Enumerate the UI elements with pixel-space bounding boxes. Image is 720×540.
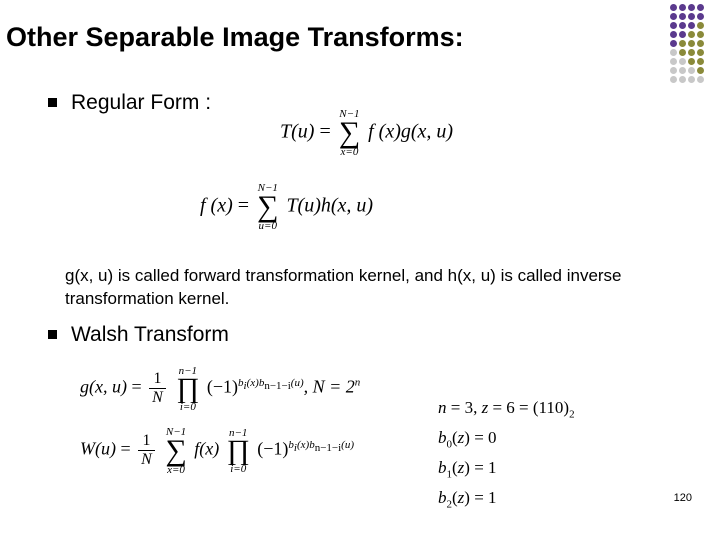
example-b2: b2(z) = 1 (438, 488, 497, 510)
bullet-icon (48, 330, 57, 339)
example-b1: b1(z) = 1 (438, 458, 497, 480)
equation-inverse: f (x) = N−1∑u=0 T(u)h(x, u) (200, 192, 373, 222)
equation-forward: T(u) = N−1∑x=0 f (x)g(x, u) (280, 118, 453, 148)
bullet-label: Regular Form : (71, 91, 211, 115)
corner-dots (670, 4, 704, 85)
bullet-regular-form: Regular Form : (0, 91, 720, 115)
kernel-description: g(x, u) is called forward transformation… (0, 265, 720, 311)
bullet-walsh: Walsh Transform (0, 323, 720, 347)
example-b0: b0(z) = 0 (438, 428, 497, 450)
page-number: 120 (674, 492, 692, 504)
bullet-label: Walsh Transform (71, 323, 229, 347)
page-title: Other Separable Image Transforms: (0, 0, 720, 53)
example-n-z: n = 3, z = 6 = (110)2 (438, 398, 575, 420)
bullet-icon (48, 98, 57, 107)
equation-g: g(x, u) = 1N n−1∏i=0 (−1)bi(x)bn−1−i(u),… (80, 370, 360, 407)
equation-w: W(u) = 1N N−1∑x=0 f(x) n−1∏i=0 (−1)bi(x)… (80, 432, 354, 469)
